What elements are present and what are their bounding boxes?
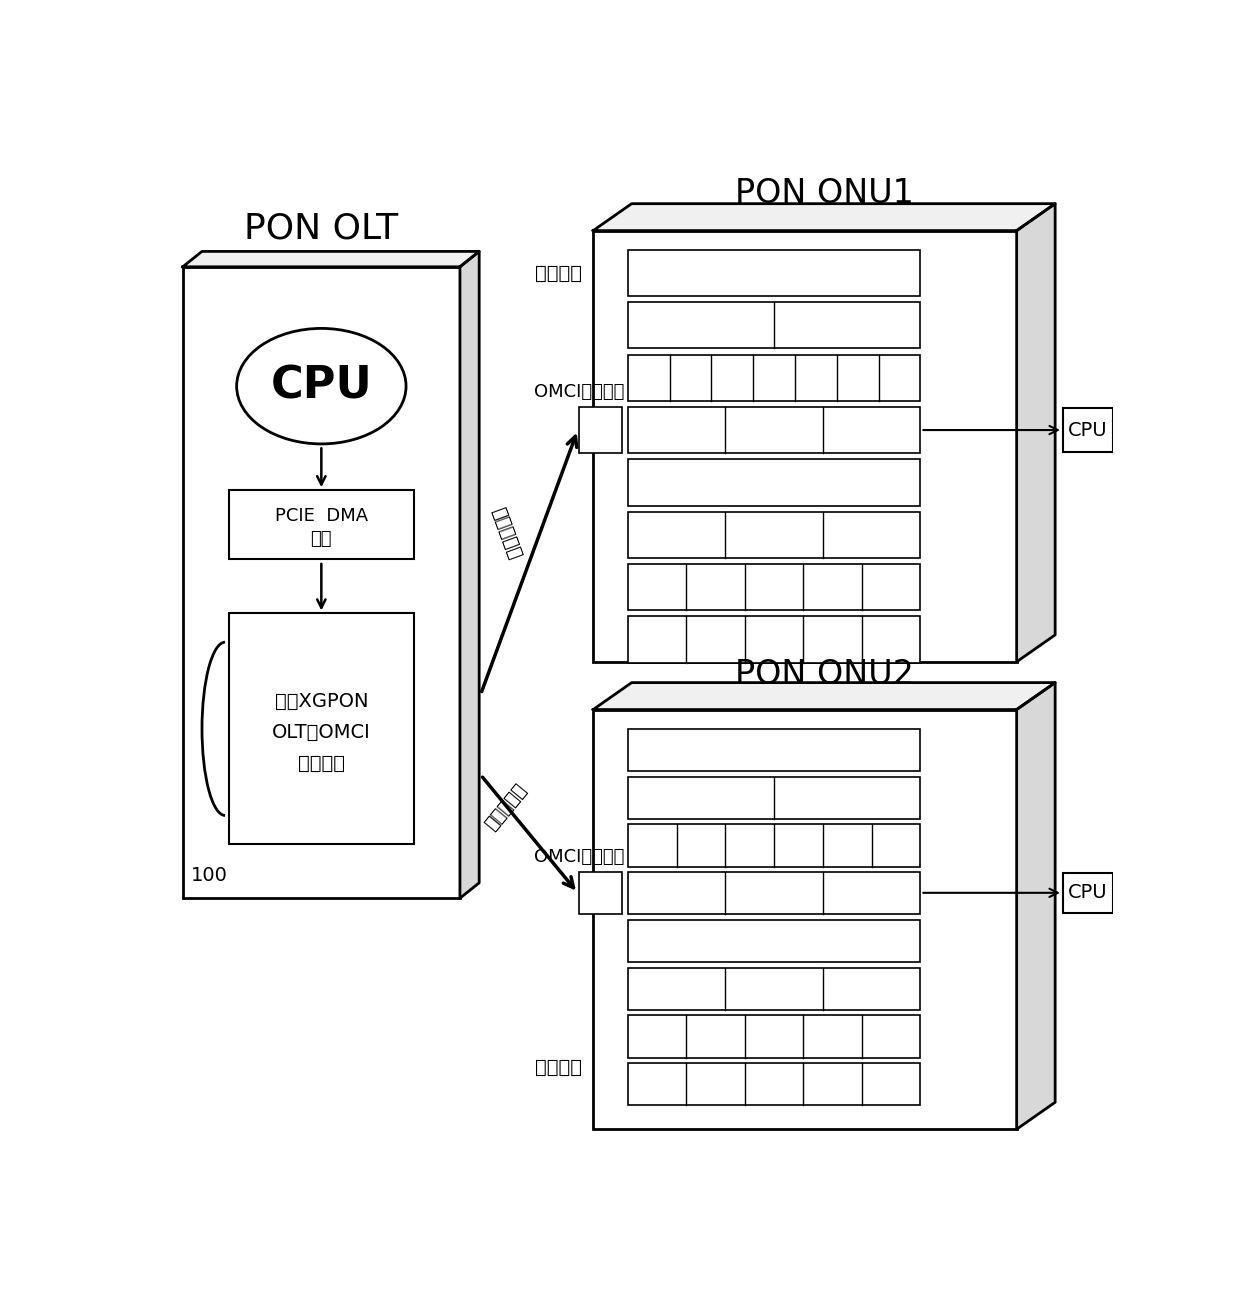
Text: CPU: CPU <box>1068 420 1107 440</box>
Polygon shape <box>593 683 1055 710</box>
Bar <box>579 407 621 453</box>
Bar <box>627 729 920 771</box>
Text: 通道: 通道 <box>310 530 332 548</box>
Polygon shape <box>1017 204 1055 662</box>
Bar <box>627 617 920 662</box>
Text: PON ONU1: PON ONU1 <box>735 177 914 211</box>
Text: PCIE  DMA: PCIE DMA <box>275 507 368 525</box>
Bar <box>1063 409 1112 451</box>
Bar <box>627 825 920 866</box>
Text: PON ONU2: PON ONU2 <box>734 658 914 692</box>
Bar <box>182 266 460 899</box>
Polygon shape <box>182 251 479 266</box>
Text: CPU: CPU <box>1068 883 1107 903</box>
Text: OLT的OMCI: OLT的OMCI <box>272 723 371 742</box>
Bar <box>593 230 1017 662</box>
Bar <box>627 407 920 453</box>
Text: OMCI指令队列: OMCI指令队列 <box>533 383 624 401</box>
Bar <box>229 490 414 560</box>
Text: 用于XGPON: 用于XGPON <box>274 692 368 711</box>
Bar <box>627 564 920 610</box>
Bar <box>627 967 920 1010</box>
Text: PON OLT: PON OLT <box>244 211 398 246</box>
Bar <box>627 512 920 557</box>
Text: OMCI指令队列: OMCI指令队列 <box>533 848 624 866</box>
Text: CPU: CPU <box>270 365 372 407</box>
Bar <box>627 303 920 348</box>
Bar <box>627 871 920 914</box>
Polygon shape <box>460 251 479 899</box>
Bar <box>627 459 920 506</box>
Bar <box>229 613 414 844</box>
Bar <box>627 919 920 962</box>
Bar <box>627 777 920 818</box>
Text: 100: 100 <box>191 865 227 884</box>
Bar <box>579 871 621 914</box>
Bar <box>627 250 920 296</box>
Polygon shape <box>1017 683 1055 1129</box>
Bar <box>627 354 920 401</box>
Ellipse shape <box>237 328 405 443</box>
Text: 下行队列: 下行队列 <box>534 1058 582 1077</box>
Text: 组帧装置: 组帧装置 <box>298 754 345 773</box>
Text: 下行队列: 下行队列 <box>534 264 582 282</box>
Bar <box>627 1063 920 1106</box>
Polygon shape <box>593 204 1055 230</box>
Bar <box>1063 873 1112 913</box>
Text: 下行数据流: 下行数据流 <box>482 781 531 834</box>
Text: 下行数据流: 下行数据流 <box>489 506 523 562</box>
Bar <box>593 710 1017 1129</box>
Bar <box>627 1015 920 1058</box>
